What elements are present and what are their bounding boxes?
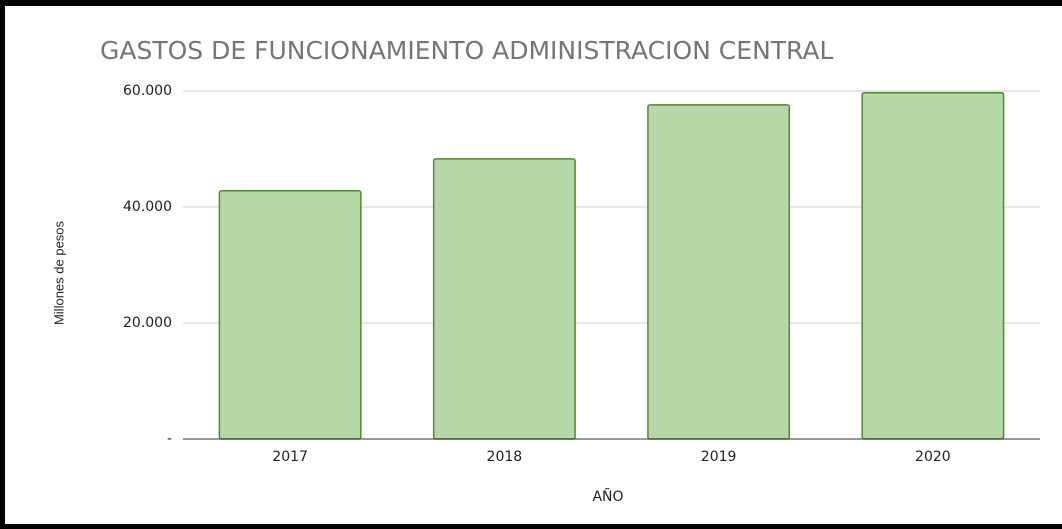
x-tick-label: 2017: [272, 449, 308, 465]
y-tick-label: 40.000: [123, 199, 172, 215]
y-axis-label: Millones de pesos: [51, 220, 66, 325]
y-tick-label: -: [167, 431, 172, 447]
y-tick-label: 20.000: [123, 315, 172, 331]
bar: [218, 190, 362, 440]
x-axis-label: AÑO: [592, 488, 623, 505]
bar: [647, 104, 791, 440]
x-tick-label: 2018: [487, 449, 523, 465]
x-tick-label: 2019: [701, 449, 737, 465]
x-tick-label: 2020: [915, 449, 951, 465]
bar: [432, 158, 576, 440]
y-tick-label: 60.000: [123, 83, 172, 99]
bar: [861, 91, 1005, 440]
chart-title: GASTOS DE FUNCIONAMIENTO ADMINISTRACION …: [100, 36, 833, 65]
